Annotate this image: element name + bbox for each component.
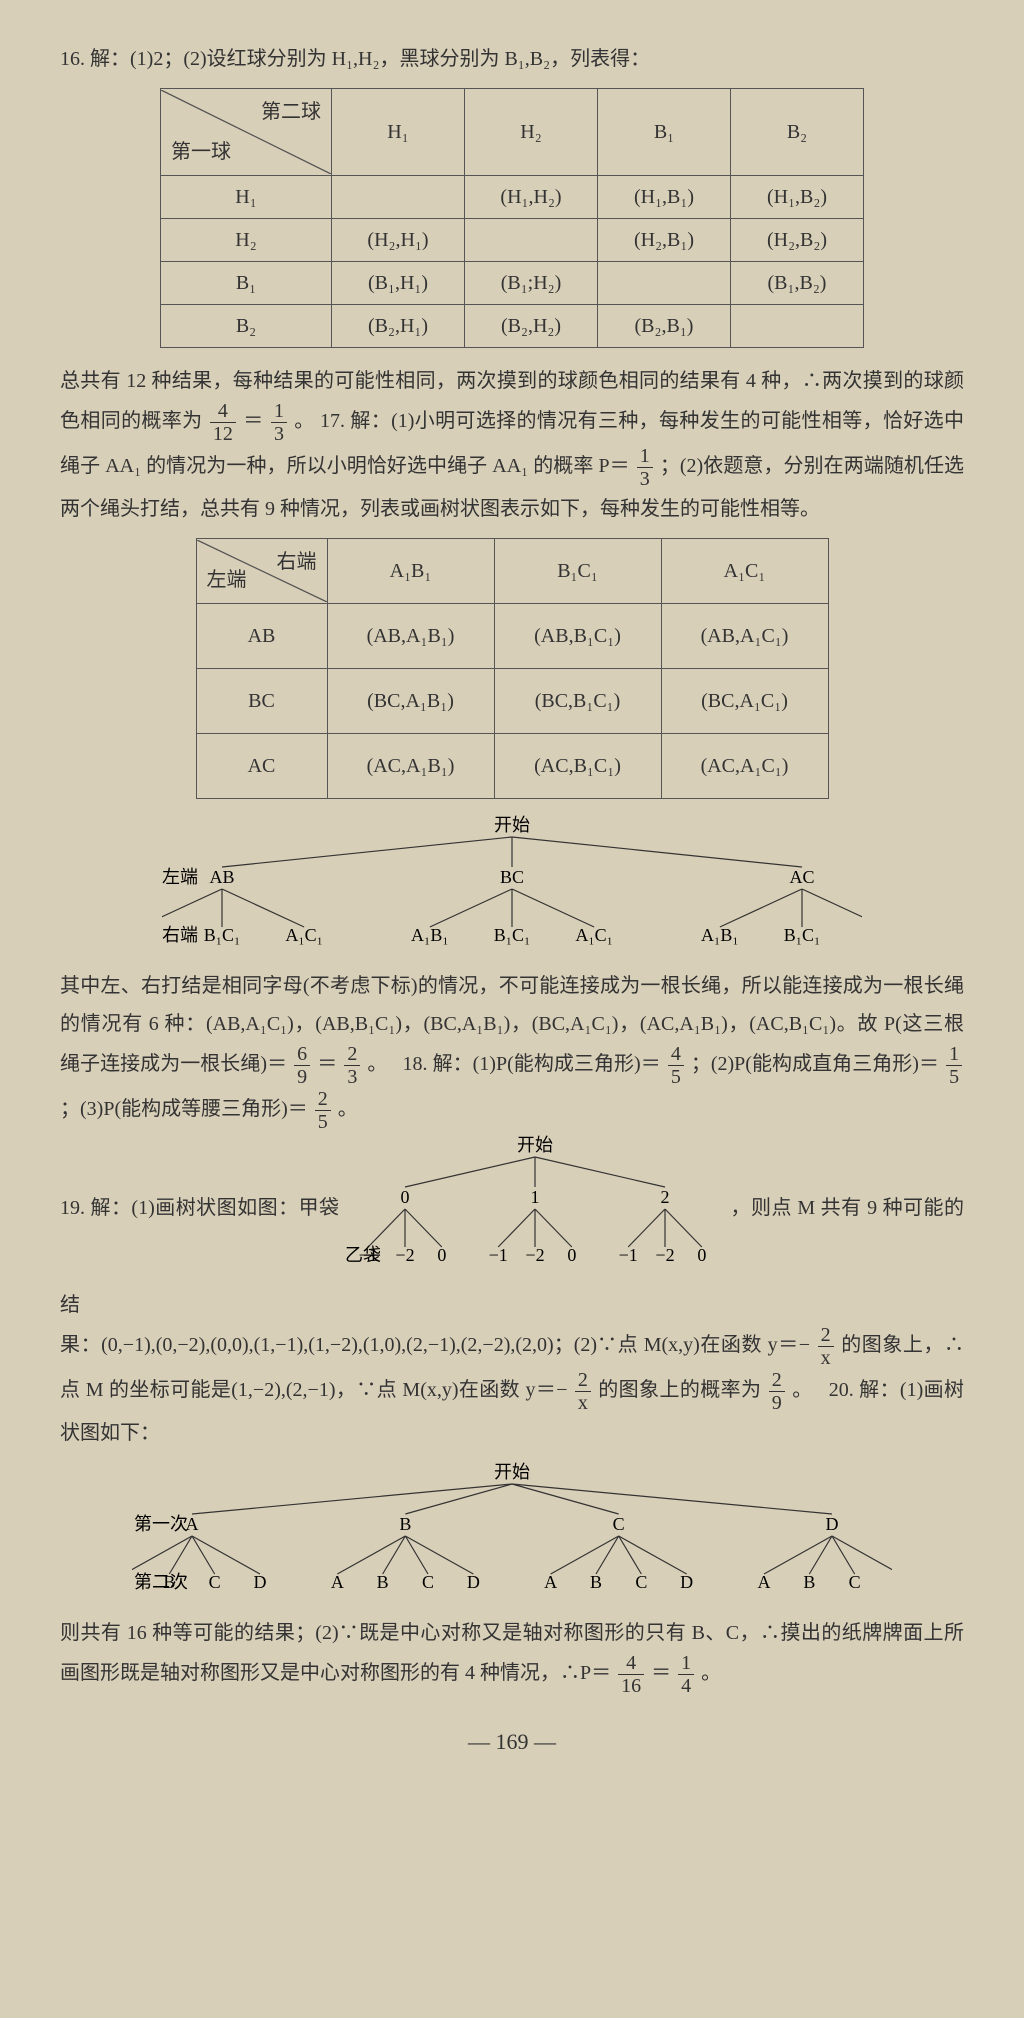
q17-table: 右端左端A₁B₁B₁C₁A₁C₁AB(AB,A₁B₁)(AB,B₁C₁)(AB,…: [196, 538, 829, 799]
svg-text:D: D: [680, 1572, 693, 1592]
q16-intro: 16. 解：(1)2；(2)设红球分别为 H₁,H₂，黑球分别为 B₁,B₂，列…: [60, 40, 964, 78]
svg-text:AB: AB: [209, 867, 234, 887]
svg-text:C: C: [635, 1572, 647, 1592]
q19-frac3: 29: [769, 1369, 785, 1414]
q18-b: ；(2)P(能构成直角三角形)＝: [691, 1053, 939, 1075]
q16-frac1: 412: [210, 400, 236, 445]
svg-text:AC: AC: [789, 867, 814, 887]
svg-text:开始: 开始: [517, 1135, 553, 1155]
svg-text:A: A: [331, 1572, 344, 1592]
svg-text:0: 0: [697, 1245, 706, 1265]
q18-frac1: 45: [668, 1043, 684, 1088]
q16-table: 第二球第一球H₁H₂B₁B₂H₁(H₁,H₂)(H₁,B₁)(H₁,B₂)H₂(…: [160, 88, 864, 348]
q19-tree: 开始012−1−20−1−20−1−20乙袋: [345, 1133, 725, 1273]
svg-text:0: 0: [401, 1187, 410, 1207]
svg-text:开始: 开始: [494, 815, 530, 835]
svg-text:2: 2: [661, 1187, 670, 1207]
q19-frac2: 2x: [575, 1369, 591, 1414]
svg-text:D: D: [467, 1572, 480, 1592]
svg-text:A₁B₁: A₁B₁: [701, 925, 739, 945]
q16-frac2: 13: [271, 400, 287, 445]
svg-text:B₁C₁: B₁C₁: [204, 925, 241, 945]
q18-c: ；(3)P(能构成等腰三角形)＝: [60, 1098, 308, 1120]
svg-text:BC: BC: [500, 867, 524, 887]
q18-frac2: 15: [946, 1043, 962, 1088]
q20-tree: 开始ABCD第一次ABCDABCDABCDABCD第二次: [132, 1460, 892, 1610]
svg-text:C: C: [849, 1572, 861, 1592]
svg-text:D: D: [826, 1514, 839, 1534]
q19-text5: 的图象上的概率为: [598, 1379, 761, 1401]
svg-text:−2: −2: [525, 1245, 544, 1265]
svg-text:右端: 右端: [162, 925, 198, 945]
q19-tree-wrap: 开始012−1−20−1−20−1−20乙袋: [345, 1133, 725, 1286]
svg-text:C: C: [422, 1572, 434, 1592]
q17-post: 其中左、右打结是相同字母(不考虑下标)的情况，不可能连接成为一根长绳，所以能连接…: [60, 967, 964, 1133]
svg-text:−2: −2: [655, 1245, 674, 1265]
q18-a: 18. 解：(1)P(能构成三角形)＝: [403, 1053, 661, 1075]
eq: ＝: [243, 410, 263, 432]
svg-text:C: C: [209, 1572, 221, 1592]
svg-text:A₁C₁: A₁C₁: [575, 925, 613, 945]
svg-text:A: A: [758, 1572, 771, 1592]
svg-text:A₁B₁: A₁B₁: [411, 925, 449, 945]
q17-frac: 13: [637, 445, 653, 490]
eq: ＝: [317, 1053, 337, 1075]
q19-body: 果：(0,−1),(0,−2),(0,0),(1,−1),(1,−2),(1,0…: [60, 1324, 964, 1452]
q20-frac2: 14: [678, 1652, 694, 1697]
svg-text:B: B: [803, 1572, 815, 1592]
q19-frac1: 2x: [818, 1324, 834, 1369]
svg-text:D: D: [254, 1572, 267, 1592]
q17-frac3: 23: [344, 1043, 360, 1088]
q19-line: 19. 解：(1)画树状图如图：甲袋 开始012−1−20−1−20−1−20乙…: [60, 1133, 964, 1324]
svg-text:A: A: [544, 1572, 557, 1592]
svg-text:B₁C₁: B₁C₁: [784, 925, 821, 945]
q19-text3: 果：(0,−1),(0,−2),(0,0),(1,−1),(1,−2),(1,0…: [60, 1334, 810, 1356]
q17-end: 。: [367, 1053, 387, 1075]
q20-post-text: 则共有 16 种等可能的结果；(2)∵既是中心对称又是轴对称图形的只有 B、C，…: [60, 1622, 964, 1684]
svg-text:左端: 左端: [162, 867, 198, 887]
q16-end: 。: [294, 410, 314, 432]
svg-text:B₁C₁: B₁C₁: [494, 925, 531, 945]
q20-frac1: 416: [618, 1652, 644, 1697]
svg-text:开始: 开始: [494, 1462, 530, 1482]
q18-frac3: 25: [315, 1088, 331, 1133]
svg-text:−1: −1: [489, 1245, 508, 1265]
svg-text:0: 0: [567, 1245, 576, 1265]
svg-text:1: 1: [531, 1187, 540, 1207]
svg-text:−2: −2: [395, 1245, 414, 1265]
svg-text:第一次: 第一次: [134, 1514, 188, 1534]
q17-frac2: 69: [294, 1043, 310, 1088]
q20-end: 。: [701, 1662, 721, 1684]
svg-text:C: C: [613, 1514, 625, 1534]
svg-text:0: 0: [437, 1245, 446, 1265]
q19-text6: 。: [792, 1379, 812, 1401]
svg-text:B: B: [377, 1572, 389, 1592]
svg-text:−1: −1: [619, 1245, 638, 1265]
svg-text:B: B: [590, 1572, 602, 1592]
q19-text1: 19. 解：(1)画树状图如图：甲袋: [60, 1197, 340, 1219]
q18-d: 。: [338, 1098, 358, 1120]
q17-tree: 开始ABBCAC左端A₁B₁B₁C₁A₁C₁A₁B₁B₁C₁A₁C₁A₁B₁B₁…: [162, 813, 862, 963]
q16-post: 总共有 12 种结果，每种结果的可能性相同，两次摸到的球颜色相同的结果有 4 种…: [60, 362, 964, 528]
svg-text:B: B: [399, 1514, 411, 1534]
svg-text:A₁C₁: A₁C₁: [285, 925, 323, 945]
svg-text:第二次: 第二次: [134, 1572, 188, 1592]
svg-text:乙袋: 乙袋: [345, 1245, 381, 1265]
q20-post: 则共有 16 种等可能的结果；(2)∵既是中心对称又是轴对称图形的只有 B、C，…: [60, 1614, 964, 1697]
eq: ＝: [651, 1662, 671, 1684]
page-number: — 169 —: [60, 1721, 964, 1763]
